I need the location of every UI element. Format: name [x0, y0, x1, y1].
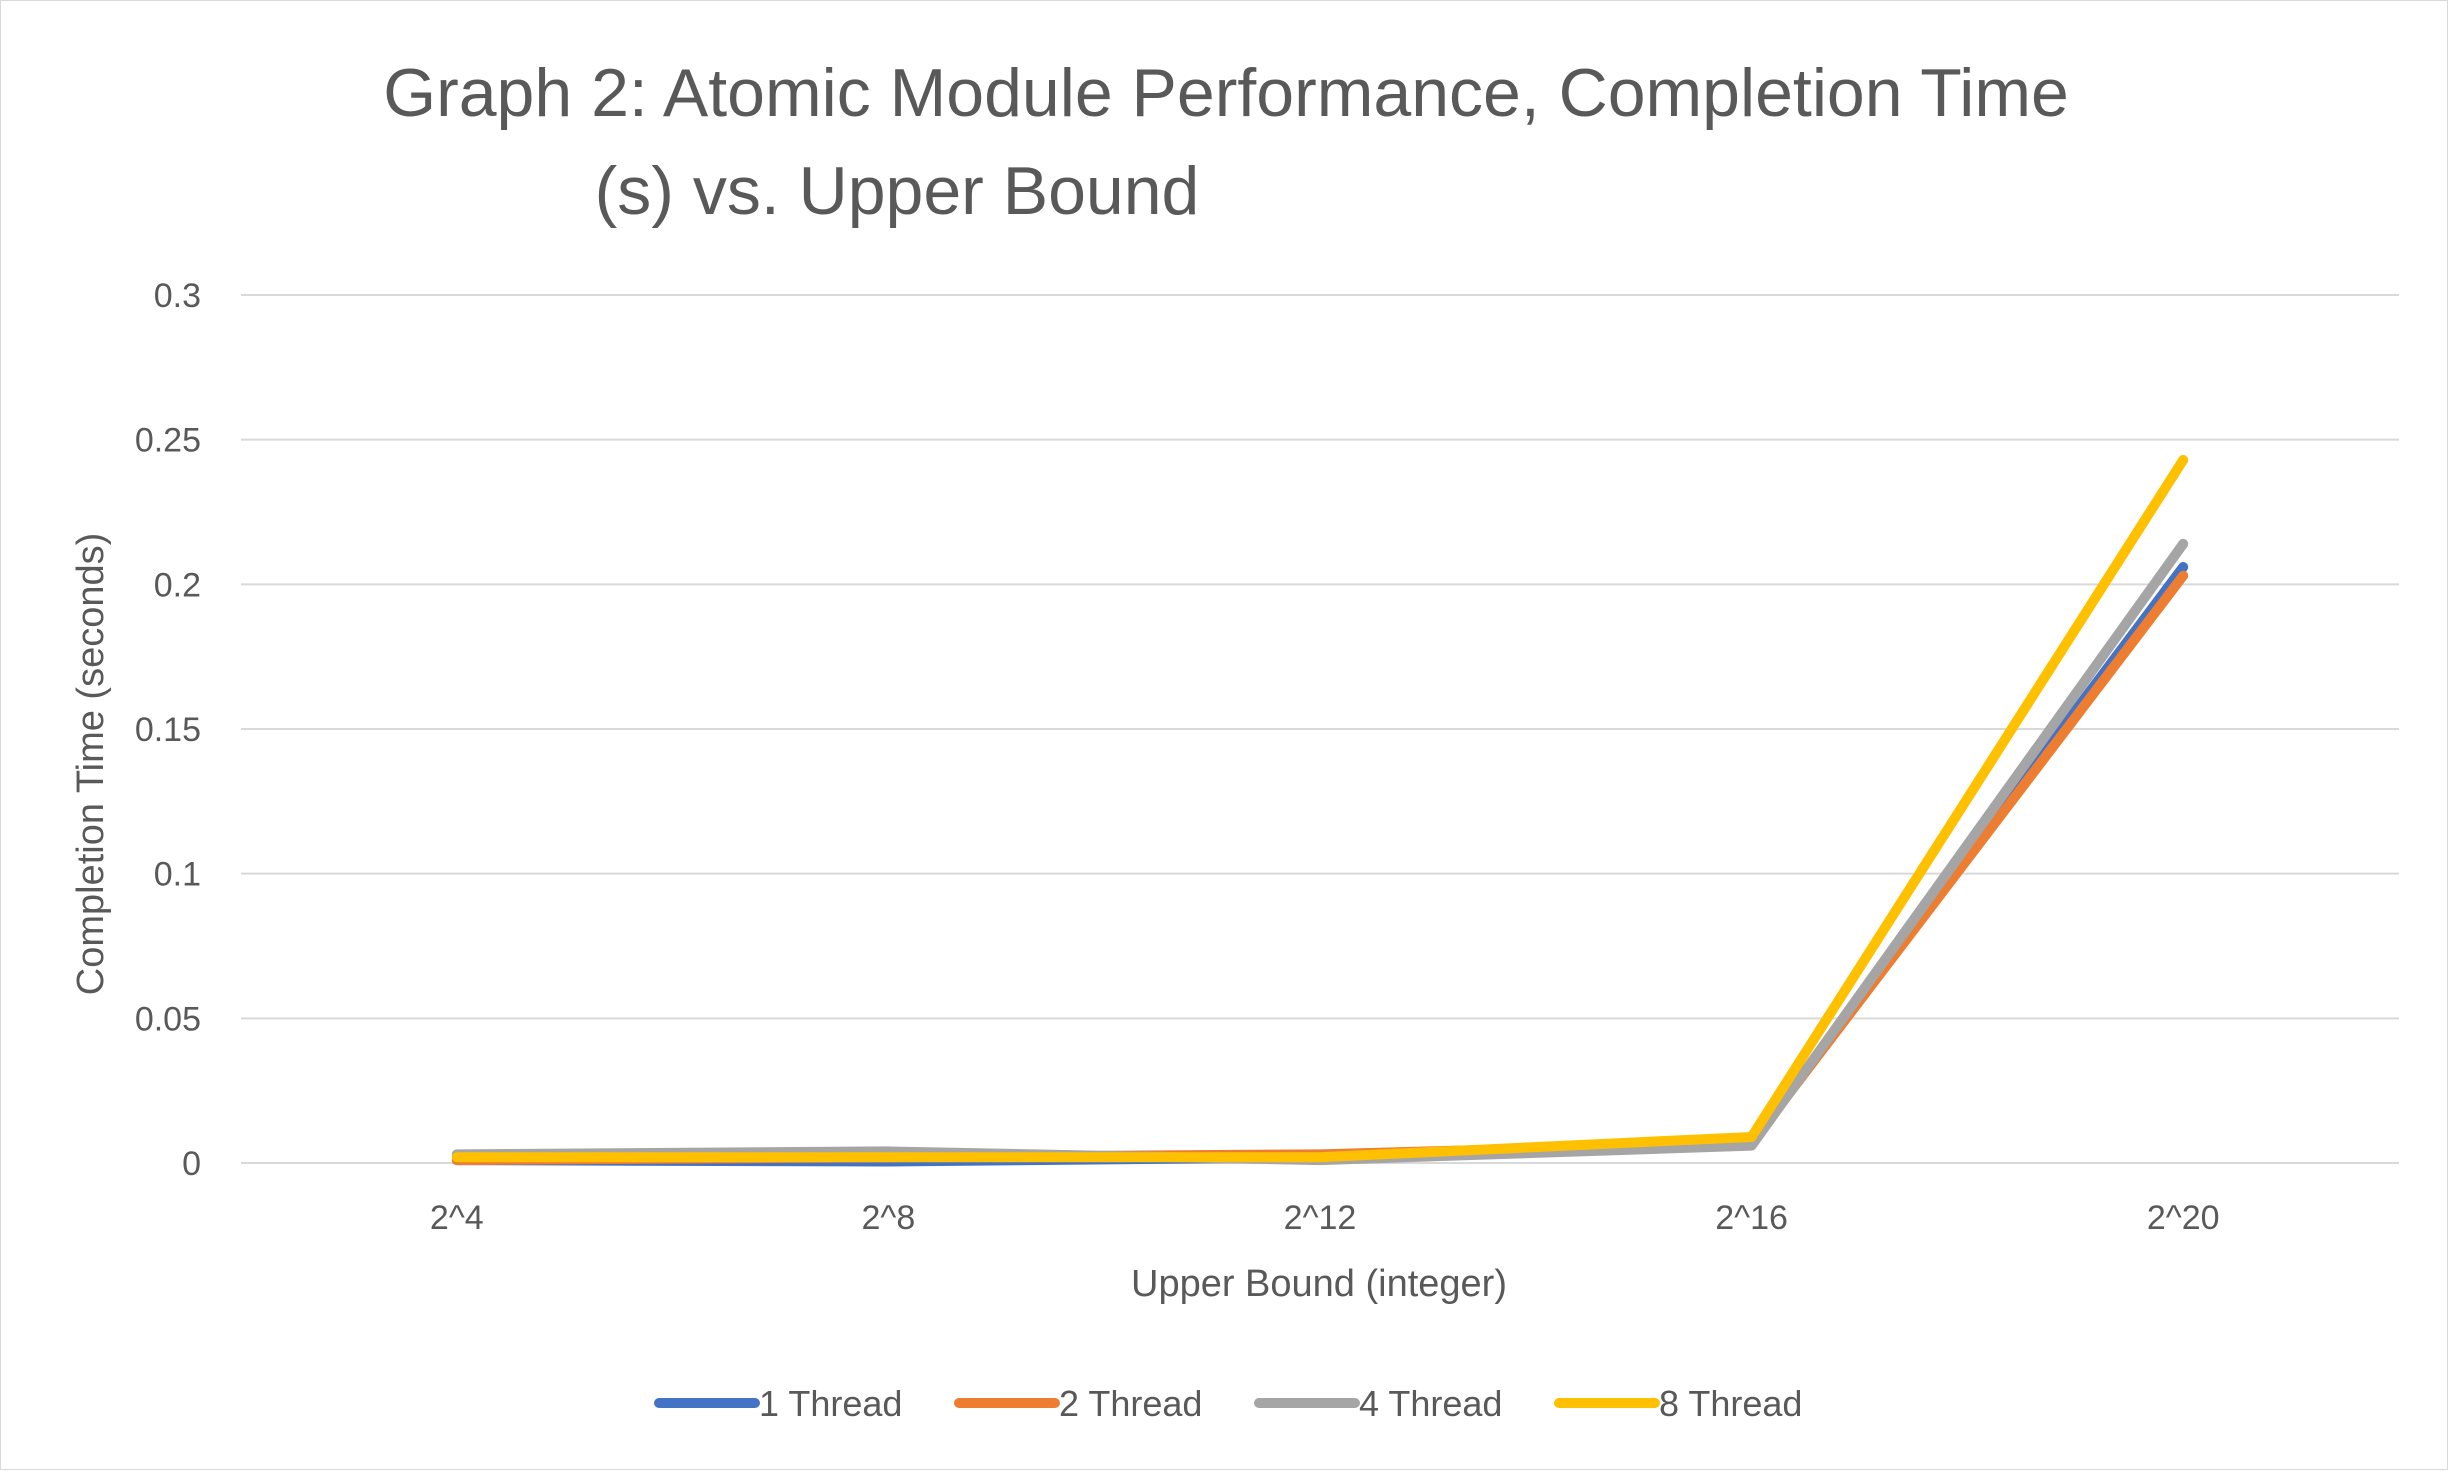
chart-title-line-1: Graph 2: Atomic Module Performance, Comp… — [383, 55, 2069, 131]
y-tick-label: 0.3 — [154, 277, 201, 315]
legend-item: 4 Thread — [1254, 1383, 1502, 1424]
legend-label: 2 Thread — [1059, 1383, 1202, 1424]
x-axis-ticks: 2^4 2^8 2^12 2^16 2^20 — [430, 1199, 2220, 1237]
series-line-8-thread — [451, 454, 2189, 1163]
chart-title: Graph 2: Atomic Module Performance, Comp… — [383, 55, 2069, 229]
series-line-4-thread — [451, 538, 2189, 1166]
legend: 1 Thread 2 Thread 4 Thread 8 Thread — [654, 1383, 1802, 1424]
series-lines — [451, 454, 2189, 1167]
y-tick-label: 0 — [182, 1145, 201, 1183]
chart-title-line-2: (s) vs. Upper Bound — [595, 153, 1200, 229]
y-tick-label: 0.15 — [135, 711, 201, 749]
y-axis-ticks: 0 0.05 0.1 0.15 0.2 0.25 0.3 — [135, 277, 201, 1183]
legend-item: 1 Thread — [654, 1383, 902, 1424]
y-tick-label: 0.1 — [154, 856, 201, 894]
legend-label: 8 Thread — [1659, 1383, 1802, 1424]
y-tick-label: 0.25 — [135, 422, 201, 460]
x-axis-title: Upper Bound (integer) — [1131, 1263, 1507, 1305]
x-tick-label: 2^4 — [430, 1199, 484, 1237]
gridlines — [241, 294, 2399, 1164]
x-tick-label: 2^20 — [2147, 1199, 2220, 1237]
legend-label: 1 Thread — [759, 1383, 902, 1424]
legend-item: 2 Thread — [954, 1383, 1202, 1424]
legend-label: 4 Thread — [1359, 1383, 1502, 1424]
y-tick-label: 0.05 — [135, 1000, 201, 1038]
y-tick-label: 0.2 — [154, 566, 201, 604]
y-axis-title: Completion Time (seconds) — [70, 533, 112, 996]
x-tick-label: 2^12 — [1284, 1199, 1357, 1237]
x-tick-label: 2^8 — [862, 1199, 916, 1237]
legend-item: 8 Thread — [1554, 1383, 1802, 1424]
x-tick-label: 2^16 — [1715, 1199, 1788, 1237]
